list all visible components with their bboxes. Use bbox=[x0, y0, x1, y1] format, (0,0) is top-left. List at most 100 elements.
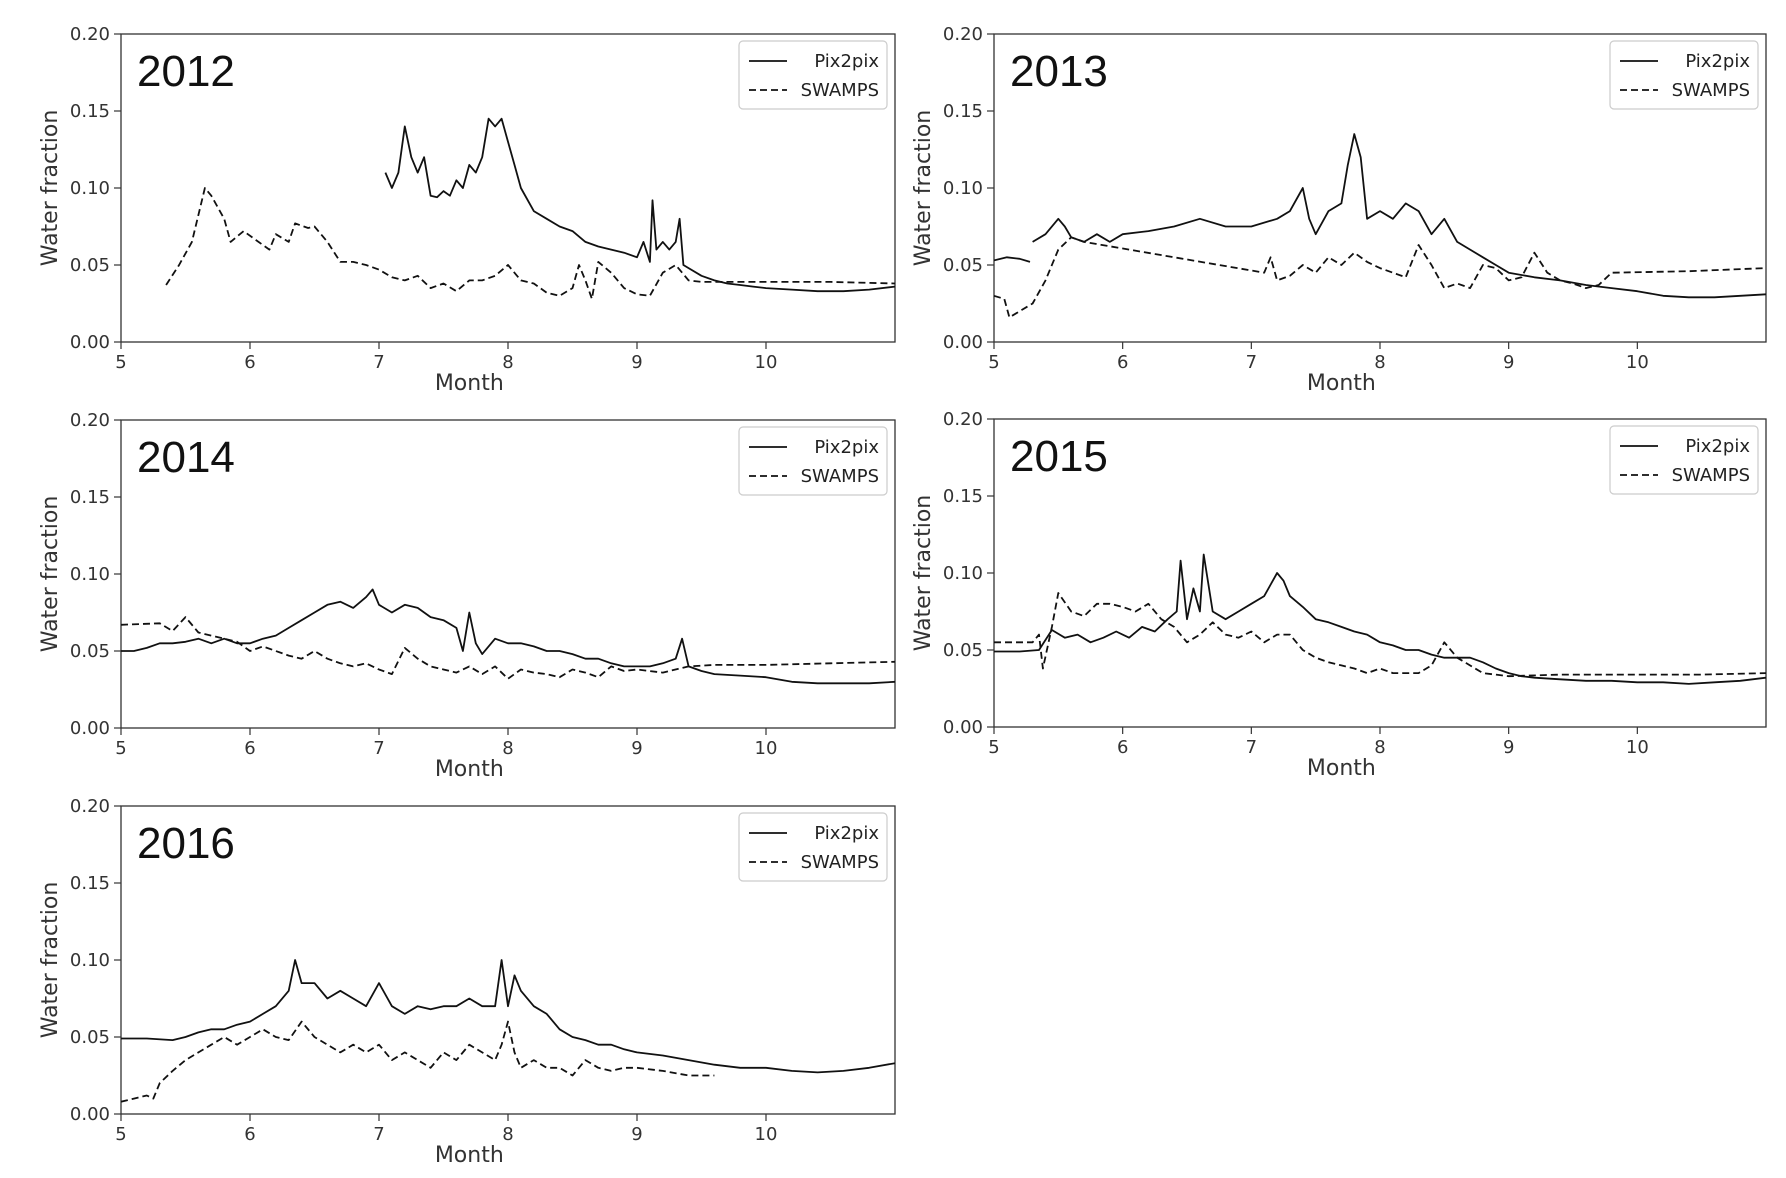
x-tick-label: 6 bbox=[1117, 737, 1128, 758]
x-tick-label: 10 bbox=[755, 738, 778, 759]
x-tick-label: 5 bbox=[115, 352, 126, 373]
y-tick-label: 0.00 bbox=[70, 718, 110, 739]
x-tick-label: 10 bbox=[755, 1124, 778, 1145]
year-label: 2014 bbox=[137, 433, 235, 482]
legend-label-swamps: SWAMPS bbox=[1672, 465, 1750, 486]
x-tick-label: 9 bbox=[1503, 737, 1514, 758]
series-line-pix2pix bbox=[121, 959, 895, 1074]
year-label: 2016 bbox=[137, 819, 235, 868]
y-tick-label: 0.05 bbox=[70, 641, 110, 662]
y-tick-label: 0.20 bbox=[943, 409, 983, 430]
y-axis-title: Water fraction bbox=[38, 882, 63, 1039]
x-tick-label: 10 bbox=[755, 352, 778, 373]
y-tick-label: 0.10 bbox=[943, 563, 983, 584]
x-tick-label: 7 bbox=[373, 1124, 384, 1145]
chart-panel-2014: 0.00 0.05 0.10 0.15 0.20 5 6 7 8 9 10 Month Water fr… bbox=[38, 410, 896, 782]
y-tick-label: 0.15 bbox=[70, 101, 110, 122]
x-tick-label: 6 bbox=[1117, 352, 1128, 373]
x-axis-title: Month bbox=[1307, 756, 1376, 781]
legend-label-pix2pix: Pix2pix bbox=[1685, 51, 1750, 72]
legend-box bbox=[738, 426, 888, 496]
x-tick-label: 8 bbox=[1374, 737, 1385, 758]
legend-box bbox=[1609, 40, 1759, 110]
legend: Pix2pix SWAMPS bbox=[1609, 425, 1759, 495]
legend: Pix2pix SWAMPS bbox=[738, 812, 888, 882]
x-axis-title: Month bbox=[435, 371, 504, 396]
y-tick-label: 0.20 bbox=[943, 24, 983, 45]
x-tick-label: 8 bbox=[502, 738, 513, 759]
x-tick-label: 7 bbox=[373, 352, 384, 373]
series-line-pix2pix bbox=[994, 133, 1766, 299]
y-tick-label: 0.10 bbox=[70, 178, 110, 199]
x-tick-label: 5 bbox=[115, 1124, 126, 1145]
chart-panel-2012: 0.00 0.05 0.10 0.15 0.20 5 6 7 8 9 10 Month Water fr… bbox=[38, 24, 896, 396]
y-tick-label: 0.15 bbox=[943, 486, 983, 507]
x-tick-label: 7 bbox=[373, 738, 384, 759]
legend-box bbox=[738, 40, 888, 110]
year-label: 2012 bbox=[137, 47, 235, 96]
x-tick-label: 5 bbox=[988, 737, 999, 758]
series-line-swamps bbox=[121, 616, 895, 680]
legend-label-swamps: SWAMPS bbox=[801, 852, 879, 873]
x-tick-label: 9 bbox=[631, 1124, 642, 1145]
y-tick-label: 0.05 bbox=[70, 1027, 110, 1048]
legend-label-pix2pix: Pix2pix bbox=[1685, 436, 1750, 457]
y-tick-label: 0.00 bbox=[943, 717, 983, 738]
y-tick-label: 0.10 bbox=[70, 950, 110, 971]
legend-label-swamps: SWAMPS bbox=[801, 466, 879, 487]
y-tick-label: 0.10 bbox=[943, 178, 983, 199]
x-tick-label: 8 bbox=[502, 352, 513, 373]
series-line-swamps bbox=[165, 187, 895, 300]
x-tick-label: 10 bbox=[1626, 737, 1649, 758]
chart-panel-2016: 0.00 0.05 0.10 0.15 0.20 5 6 7 8 9 10 Month Water fr… bbox=[38, 796, 896, 1168]
y-axis-title: Water fraction bbox=[38, 110, 63, 267]
legend-label-pix2pix: Pix2pix bbox=[814, 823, 879, 844]
y-tick-label: 0.05 bbox=[70, 255, 110, 276]
x-tick-label: 8 bbox=[1374, 352, 1385, 373]
y-axis-title: Water fraction bbox=[911, 110, 936, 267]
x-tick-label: 5 bbox=[988, 352, 999, 373]
x-tick-label: 5 bbox=[115, 738, 126, 759]
year-label: 2015 bbox=[1010, 432, 1108, 481]
y-tick-label: 0.00 bbox=[70, 1104, 110, 1125]
y-axis-title: Water fraction bbox=[38, 496, 63, 653]
x-axis-title: Month bbox=[1307, 371, 1376, 396]
y-tick-label: 0.15 bbox=[943, 101, 983, 122]
y-tick-label: 0.20 bbox=[70, 24, 110, 45]
series-line-swamps bbox=[121, 1020, 715, 1103]
chart-panel-2013: 0.00 0.05 0.10 0.15 0.20 5 6 7 8 9 10 Month Water fr… bbox=[911, 24, 1767, 396]
legend-box bbox=[738, 812, 888, 882]
legend-label-pix2pix: Pix2pix bbox=[814, 51, 879, 72]
x-tick-label: 10 bbox=[1626, 352, 1649, 373]
year-label: 2013 bbox=[1010, 47, 1108, 96]
legend-label-swamps: SWAMPS bbox=[1672, 80, 1750, 101]
x-tick-label: 6 bbox=[244, 738, 255, 759]
y-tick-label: 0.05 bbox=[943, 640, 983, 661]
legend: Pix2pix SWAMPS bbox=[1609, 40, 1759, 110]
legend: Pix2pix SWAMPS bbox=[738, 426, 888, 496]
legend-label-pix2pix: Pix2pix bbox=[814, 437, 879, 458]
x-tick-label: 6 bbox=[244, 352, 255, 373]
legend-box bbox=[1609, 425, 1759, 495]
x-tick-label: 9 bbox=[631, 352, 642, 373]
x-tick-label: 7 bbox=[1246, 737, 1257, 758]
chart-panel-2015: 0.00 0.05 0.10 0.15 0.20 5 6 7 8 9 10 Month Water fr… bbox=[911, 409, 1767, 781]
x-tick-label: 9 bbox=[631, 738, 642, 759]
y-tick-label: 0.05 bbox=[943, 255, 983, 276]
series-line-swamps bbox=[994, 592, 1766, 678]
y-tick-label: 0.10 bbox=[70, 564, 110, 585]
x-tick-label: 7 bbox=[1246, 352, 1257, 373]
series-line-pix2pix bbox=[994, 553, 1766, 685]
legend: Pix2pix SWAMPS bbox=[738, 40, 888, 110]
legend-label-swamps: SWAMPS bbox=[801, 80, 879, 101]
y-axis-title: Water fraction bbox=[911, 495, 936, 652]
x-tick-label: 9 bbox=[1503, 352, 1514, 373]
series-line-pix2pix bbox=[121, 588, 895, 685]
x-tick-label: 8 bbox=[502, 1124, 513, 1145]
y-tick-label: 0.15 bbox=[70, 487, 110, 508]
y-tick-label: 0.00 bbox=[70, 332, 110, 353]
y-tick-label: 0.20 bbox=[70, 796, 110, 817]
x-tick-label: 6 bbox=[244, 1124, 255, 1145]
y-tick-label: 0.15 bbox=[70, 873, 110, 894]
